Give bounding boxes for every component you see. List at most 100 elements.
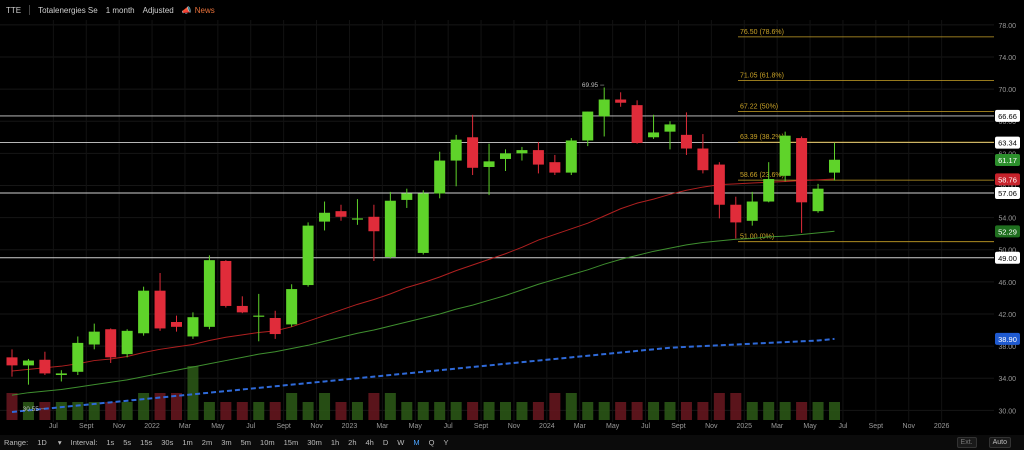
price-tag-label: 38.90 xyxy=(998,335,1017,344)
candle-body xyxy=(483,161,495,167)
x-tick-label: Jul xyxy=(641,423,650,430)
candle-body xyxy=(664,124,676,132)
volume-bar xyxy=(253,402,265,420)
volume-bar xyxy=(516,402,528,420)
interval-10m[interactable]: 10m xyxy=(260,438,275,447)
x-tick-label: Jul xyxy=(444,423,453,430)
candle-body xyxy=(319,212,331,222)
interval-m[interactable]: M xyxy=(413,438,420,447)
x-tick-label: May xyxy=(409,423,423,430)
y-tick-label: 54.00 xyxy=(998,216,1016,223)
news-button[interactable]: 📣 News xyxy=(182,6,215,15)
candle-body xyxy=(565,140,577,173)
volume-bar xyxy=(450,402,462,420)
interval-2h[interactable]: 2h xyxy=(348,438,357,447)
price-tag-box xyxy=(995,173,1020,186)
megaphone-icon: 📣 xyxy=(181,5,192,15)
interval-1s[interactable]: 1s xyxy=(106,438,115,447)
volume-bar xyxy=(55,402,67,420)
interval-30s[interactable]: 30s xyxy=(161,438,174,447)
symbol-label[interactable]: TTE xyxy=(6,5,22,15)
candle-body xyxy=(286,289,298,325)
x-tick-label: Sept xyxy=(671,423,685,430)
interval-y[interactable]: Y xyxy=(443,438,449,447)
x-tick-label: Nov xyxy=(310,423,323,430)
y-tick-label: 30.00 xyxy=(998,408,1016,415)
candle-body xyxy=(401,193,413,200)
volume-bar xyxy=(648,402,660,420)
volume-bar xyxy=(384,393,396,420)
volume-bar xyxy=(746,402,758,420)
interval-4h[interactable]: 4h xyxy=(365,438,374,447)
interval-w[interactable]: W xyxy=(397,438,405,447)
interval-3m[interactable]: 3m xyxy=(221,438,232,447)
x-tick-label: Jul xyxy=(49,423,58,430)
timeframe-label[interactable]: 1 month xyxy=(105,5,135,15)
candle-body xyxy=(220,260,232,306)
x-tick-label: Sept xyxy=(276,423,290,430)
volume-bar xyxy=(138,393,150,420)
x-tick-label: May xyxy=(803,423,817,430)
candle-body xyxy=(187,317,199,337)
volume-bar xyxy=(105,402,117,420)
fib-level-label: 63.39 (38.2%) xyxy=(740,134,784,141)
interval-5m[interactable]: 5m xyxy=(240,438,252,447)
adjusted-label[interactable]: Adjusted xyxy=(142,5,174,15)
interval-d[interactable]: D xyxy=(382,438,389,447)
candle-body xyxy=(467,137,479,168)
auto-toggle[interactable]: Auto xyxy=(988,437,1011,448)
candle-body xyxy=(6,357,18,366)
y-tick-label: 58.00 xyxy=(998,183,1016,190)
y-tick-label: 70.00 xyxy=(998,87,1016,94)
volume-bar xyxy=(582,402,594,420)
candle-body xyxy=(302,225,314,286)
candle-body xyxy=(680,134,692,149)
chart-header: TTE Totalenergies Se 1 month Adjusted 📣 … xyxy=(0,0,1024,20)
toolbar-right: Ext. Auto xyxy=(956,437,1020,448)
ext-toggle[interactable]: Ext. xyxy=(956,437,977,448)
candle-body xyxy=(269,317,281,335)
candle-body xyxy=(582,111,594,141)
x-tick-label: Sept xyxy=(474,423,488,430)
candle-body xyxy=(171,322,182,327)
candle-body xyxy=(72,342,84,372)
x-tick-label: 2022 xyxy=(144,423,160,430)
candle-body xyxy=(450,139,462,161)
candle-body xyxy=(631,105,643,143)
x-tick-label: Mar xyxy=(376,423,389,430)
x-tick-label: 2026 xyxy=(934,423,950,430)
interval-30m[interactable]: 30m xyxy=(307,438,322,447)
price-tag-box xyxy=(995,225,1020,238)
candle-body xyxy=(713,164,725,205)
volume-bar xyxy=(483,402,495,420)
candle-body xyxy=(351,218,363,220)
candle-body xyxy=(335,211,347,217)
volume-bar xyxy=(664,402,676,420)
candle-body xyxy=(253,315,265,317)
volume-bar xyxy=(236,402,248,420)
x-tick-label: Sept xyxy=(79,423,93,430)
x-tick-label: Mar xyxy=(771,423,784,430)
candle-body xyxy=(236,305,248,313)
interval-2m[interactable]: 2m xyxy=(201,438,213,447)
interval-q[interactable]: Q xyxy=(428,438,435,447)
volume-bar xyxy=(467,402,479,420)
range-select[interactable]: 1D ▾ xyxy=(37,438,62,447)
interval-15s[interactable]: 15s xyxy=(140,438,153,447)
volume-bar xyxy=(598,402,610,420)
candle-body xyxy=(532,150,544,165)
volume-bar xyxy=(171,393,182,420)
interval-1h[interactable]: 1h xyxy=(330,438,340,447)
interval-5s[interactable]: 5s xyxy=(123,438,132,447)
candle-body xyxy=(22,360,34,366)
interval-15m[interactable]: 15m xyxy=(283,438,299,447)
candle-body xyxy=(88,331,100,345)
candle-body xyxy=(763,179,775,202)
news-label: News xyxy=(194,5,215,15)
header-divider xyxy=(29,5,31,15)
candle-body xyxy=(154,290,166,329)
x-tick-label: 2023 xyxy=(342,423,358,430)
interval-1m[interactable]: 1m xyxy=(182,438,193,447)
price-tag-box xyxy=(995,109,1020,122)
